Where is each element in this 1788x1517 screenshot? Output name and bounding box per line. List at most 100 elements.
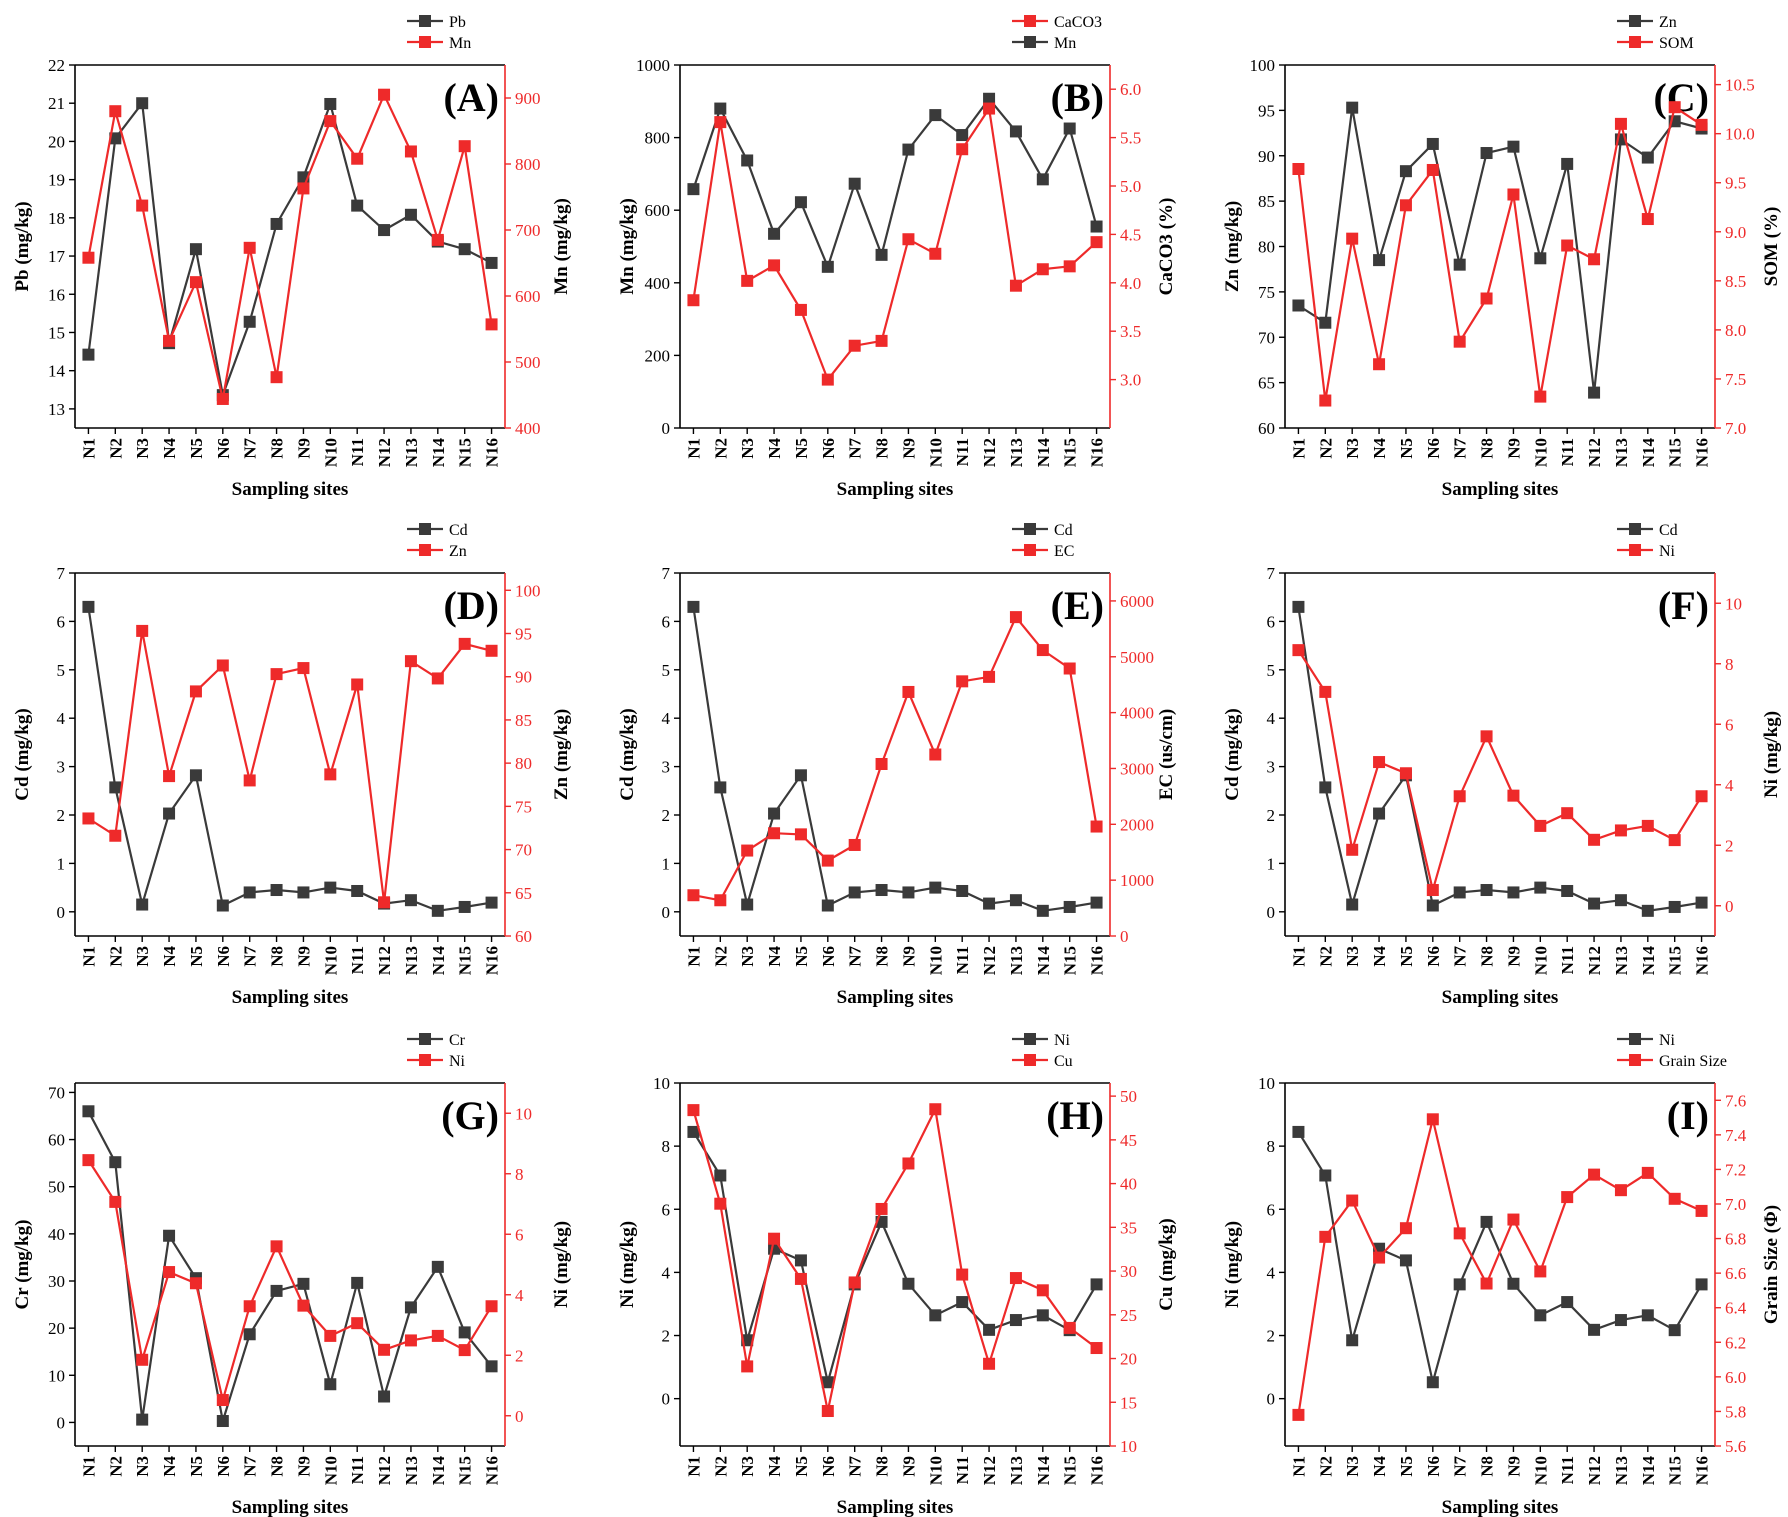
x-tick-label: N14 <box>429 438 448 468</box>
data-point <box>109 132 122 145</box>
x-tick-label: N14 <box>1034 1456 1053 1486</box>
left-tick-label: 100 <box>1250 56 1276 75</box>
x-tick-label: N7 <box>241 1456 260 1477</box>
data-point <box>1614 1184 1627 1197</box>
data-point <box>82 348 95 361</box>
x-tick-label: N2 <box>711 438 730 459</box>
data-point <box>1453 335 1466 348</box>
right-tick-label: 500 <box>515 353 541 372</box>
x-axis-title: Sampling sites <box>1442 1497 1559 1517</box>
data-point <box>1668 101 1681 114</box>
right-tick-label: 4 <box>1725 776 1734 795</box>
series-line <box>87 1159 493 1405</box>
right-axis-title: Grain Size (Φ) <box>1761 1205 1782 1324</box>
right-axis-title: Ni (mg/kg) <box>1761 711 1782 798</box>
left-tick-label: 60 <box>48 1131 65 1150</box>
x-tick-label: N15 <box>456 946 475 975</box>
data-point <box>1346 1194 1359 1207</box>
x-tick-label: N6 <box>214 1456 233 1477</box>
data-point <box>956 129 969 142</box>
data-point <box>1588 1168 1601 1181</box>
right-tick-label: 90 <box>515 668 532 687</box>
data-point <box>1453 1278 1466 1291</box>
data-point <box>1426 1376 1439 1389</box>
panel-label: (B) <box>1051 75 1104 120</box>
data-point <box>189 1277 202 1290</box>
x-tick-label: N11 <box>1558 1456 1577 1484</box>
x-tick-label: N12 <box>980 1456 999 1485</box>
x-tick-label: N5 <box>792 946 811 967</box>
x-tick-label: N4 <box>1370 946 1389 967</box>
data-point <box>243 774 256 787</box>
data-point <box>956 1268 969 1281</box>
data-point <box>714 781 727 794</box>
data-point <box>1063 260 1076 273</box>
x-tick-label: N5 <box>1397 438 1416 459</box>
panel-label: (G) <box>441 1093 499 1138</box>
left-tick-label: 6 <box>57 612 66 631</box>
panel-G: 0 10 20 30 40 50 60 70 0 2 4 6 8 10 N1 N2 N3 N4 N5 N6 N7 N8 N9… <box>12 1032 572 1517</box>
x-tick-label: N1 <box>79 438 98 459</box>
series-line <box>1297 1131 1703 1383</box>
right-tick-label: 45 <box>1120 1131 1137 1150</box>
x-axis-title: Sampling sites <box>837 479 954 500</box>
data-point <box>1614 117 1627 130</box>
left-tick-label: 0 <box>57 903 66 922</box>
left-tick-label: 8 <box>1267 1137 1276 1156</box>
data-point <box>1346 1334 1359 1347</box>
x-tick-label: N13 <box>1007 1456 1026 1485</box>
data-point <box>404 1334 417 1347</box>
left-tick-label: 70 <box>48 1083 65 1102</box>
data-point <box>431 1260 444 1273</box>
series-line <box>692 1131 1098 1383</box>
data-point <box>1090 820 1103 833</box>
x-tick-label: N2 <box>1316 438 1335 459</box>
x-tick-label: N4 <box>160 438 179 459</box>
data-point <box>875 757 888 770</box>
right-tick-label: 5.6 <box>1725 1437 1746 1456</box>
data-point <box>983 1357 996 1370</box>
series-pb <box>82 97 498 402</box>
right-tick-label: 95 <box>515 625 532 644</box>
x-tick-label: N12 <box>375 438 394 467</box>
legend-label: Zn <box>449 543 467 560</box>
data-point <box>1668 834 1681 847</box>
data-point <box>1399 199 1412 212</box>
right-tick-label: 3.5 <box>1120 322 1141 341</box>
series-cd <box>687 600 1103 917</box>
panel-label: (F) <box>1658 583 1709 628</box>
right-tick-label: 8.0 <box>1725 321 1746 340</box>
panel-label: (D) <box>443 583 499 628</box>
data-point <box>902 1157 915 1170</box>
right-tick-label: 6.4 <box>1725 1299 1747 1318</box>
x-tick-label: N8 <box>268 946 287 967</box>
right-tick-label: 0 <box>1725 897 1734 916</box>
series-cd <box>1292 600 1708 917</box>
data-point <box>1588 253 1601 266</box>
right-tick-label: 5000 <box>1120 648 1154 667</box>
x-tick-label: N3 <box>133 946 152 967</box>
left-tick-label: 0 <box>662 1390 671 1409</box>
data-point <box>1399 1254 1412 1267</box>
data-point <box>1292 299 1305 312</box>
data-point <box>1614 824 1627 837</box>
right-tick-label: 5.5 <box>1120 129 1141 148</box>
legend-label: Cd <box>1659 522 1678 539</box>
data-point <box>983 670 996 683</box>
data-point <box>485 644 498 657</box>
data-point <box>1534 819 1547 832</box>
x-tick-label: N2 <box>106 946 125 967</box>
legend-label: EC <box>1054 543 1074 560</box>
x-tick-label: N8 <box>1478 438 1497 459</box>
data-point <box>1507 1277 1520 1290</box>
data-point <box>1009 1314 1022 1327</box>
data-point <box>1480 147 1493 160</box>
data-point <box>1480 730 1493 743</box>
x-tick-label: N8 <box>873 1456 892 1477</box>
x-tick-label: N15 <box>1061 1456 1080 1485</box>
series-zn <box>82 624 498 909</box>
data-point <box>929 881 942 894</box>
x-tick-label: N3 <box>1343 1456 1362 1477</box>
data-point <box>378 1390 391 1403</box>
